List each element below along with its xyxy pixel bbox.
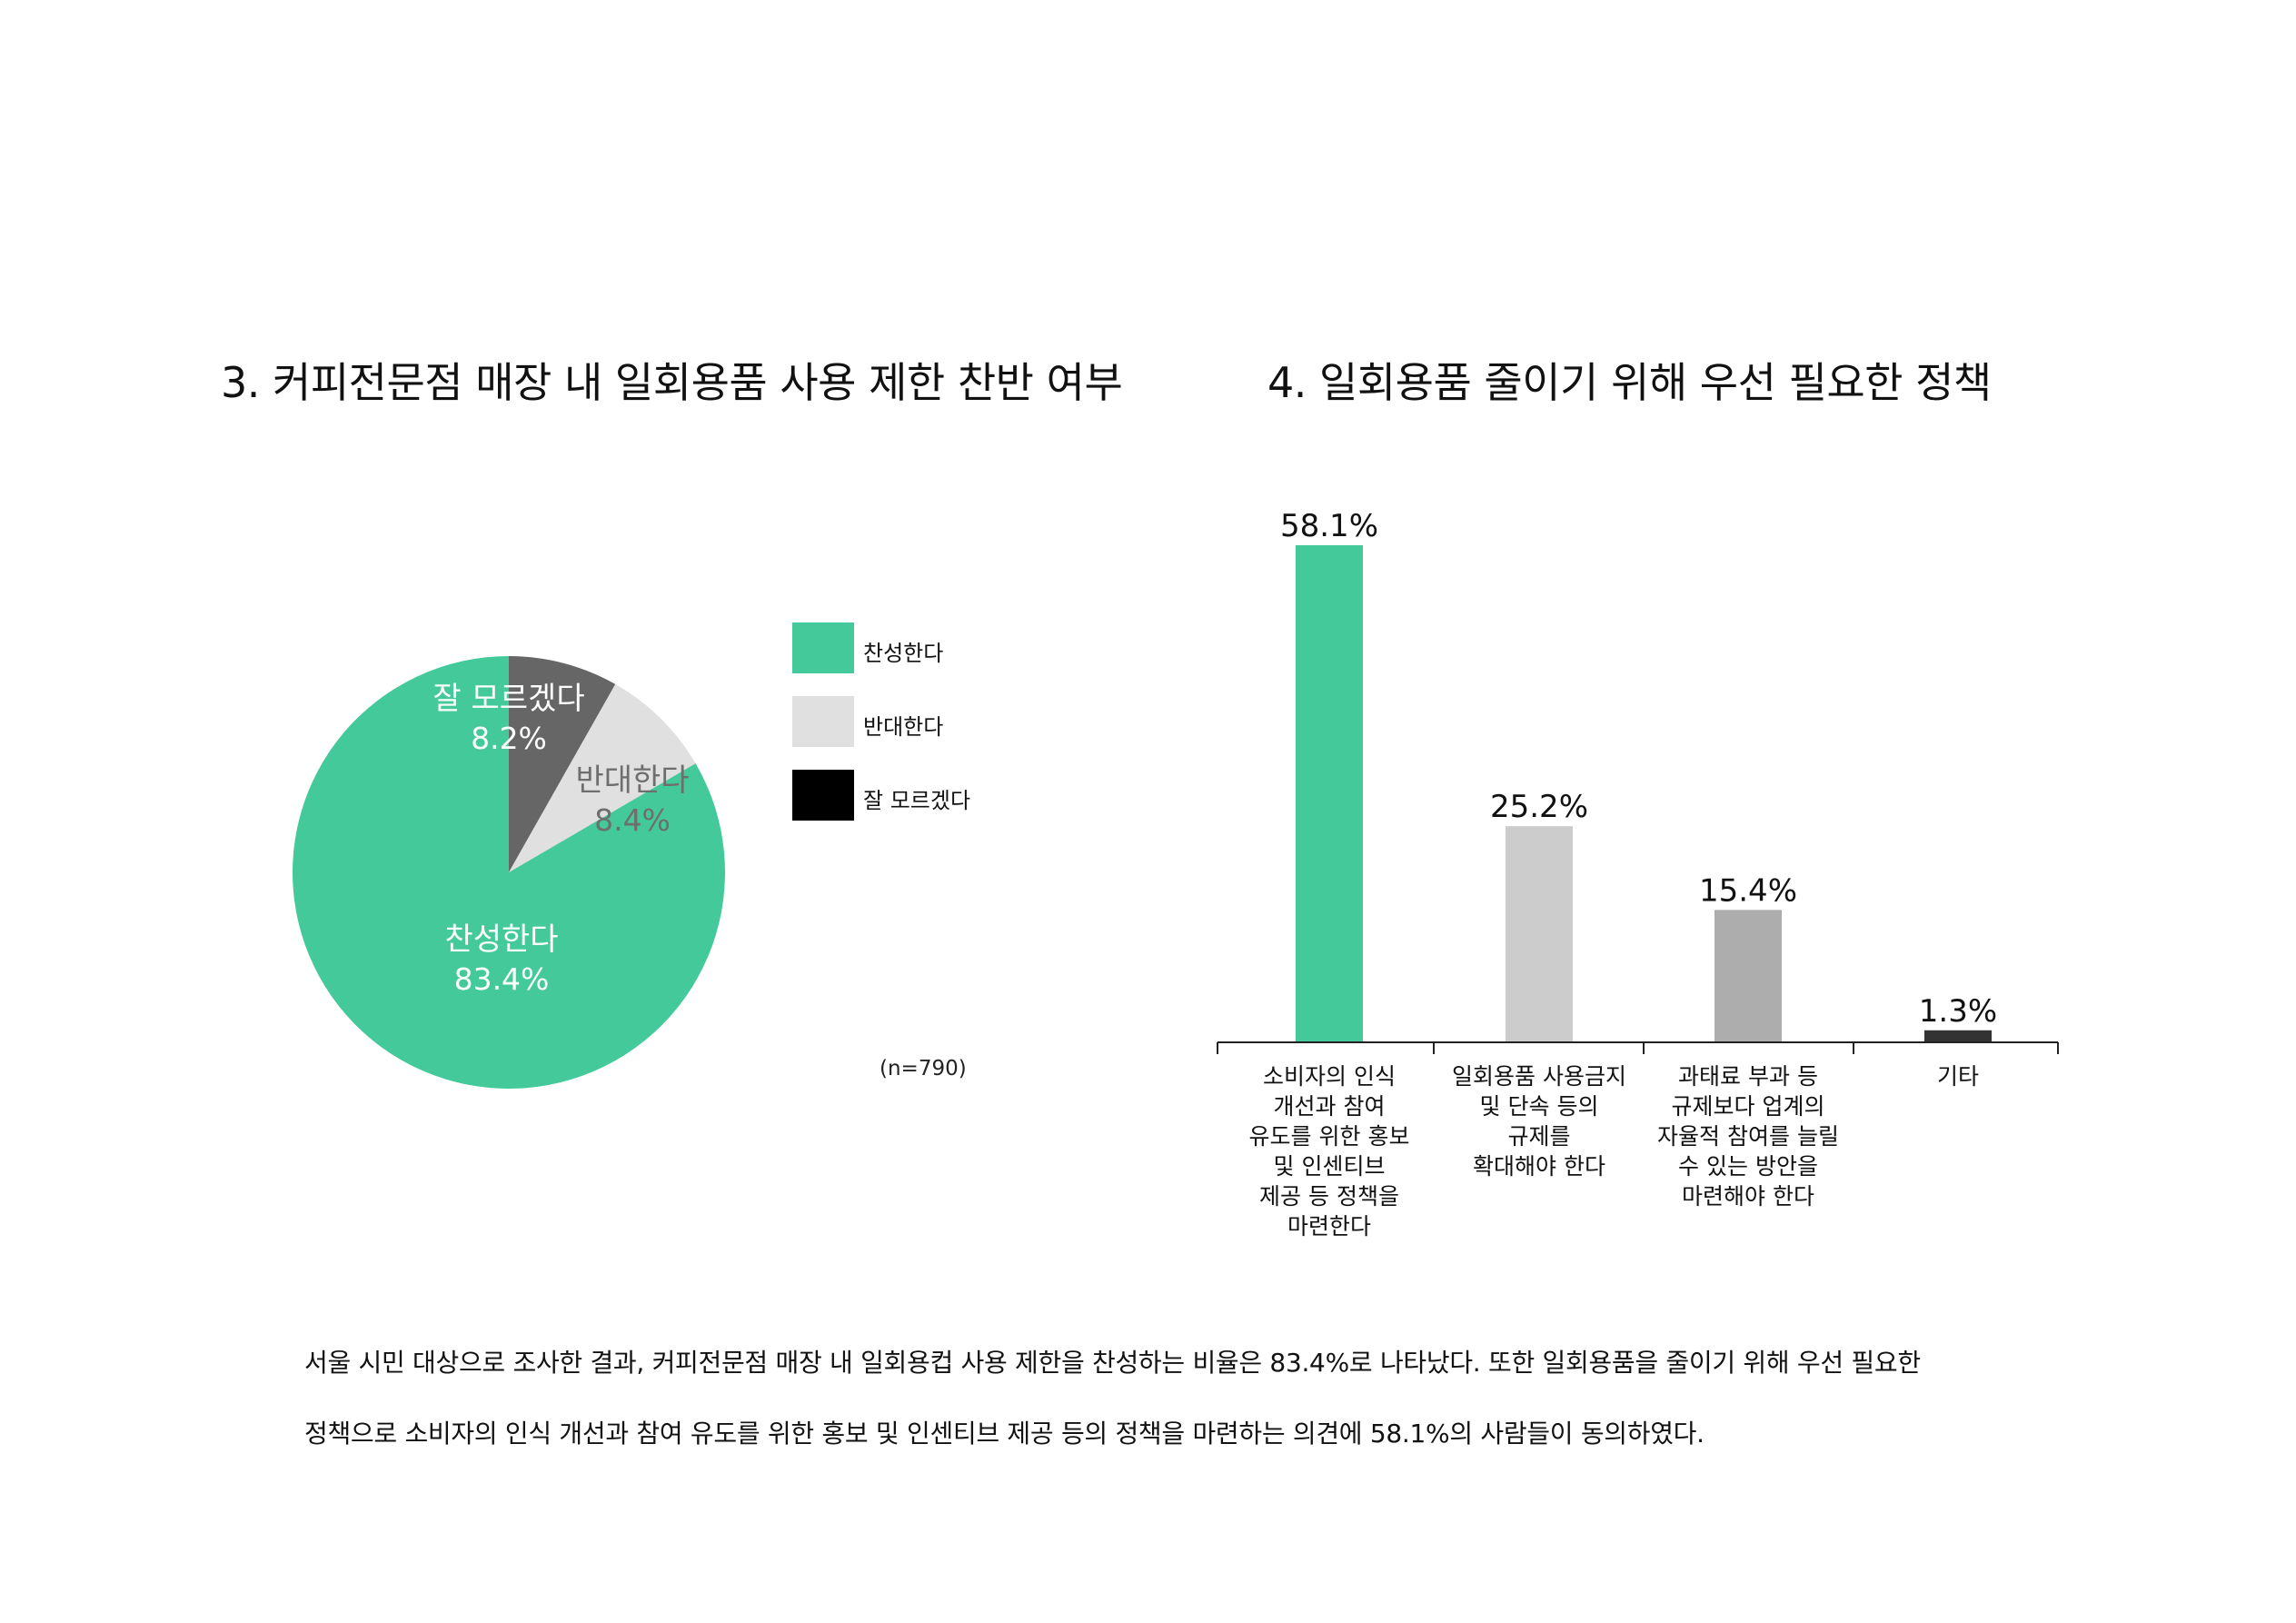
legend-item-disagree: 반대한다 <box>792 696 1029 747</box>
bar-category-label-3: 기타 <box>1936 1063 1979 1090</box>
pie-slice-value-0: 8.2% <box>471 721 547 756</box>
bar-category-label-2: 과태료 부과 등 규제보다 업계의 자율적 참여를 늘릴 수 있는 방안을 마련… <box>1657 1063 1839 1210</box>
pie-chart-title: 3. 커피전문점 매장 내 일회용품 사용 제한 찬반 여부 <box>221 358 1123 407</box>
bar-value-label-1: 25.2% <box>1490 789 1588 825</box>
caption-line-2: 정책으로 소비자의 인식 개선과 참여 유도를 위한 홍보 및 인센티브 제공 … <box>304 1419 1705 1449</box>
legend-label-agree: 찬성한다 <box>863 641 944 666</box>
bar-value-label-2: 15.4% <box>1699 872 1797 909</box>
legend-swatch-unsure <box>792 770 854 821</box>
bar-chart-title: 4. 일회용품 줄이기 위해 우선 필요한 정책 <box>1267 358 1992 407</box>
bar-0 <box>1296 545 1363 1041</box>
bar-category-label-1: 일회용품 사용금지 및 단속 등의 규제를 확대해야 한다 <box>1452 1063 1626 1180</box>
pie-slice-value-1: 8.4% <box>594 802 671 838</box>
bar-2 <box>1715 910 1782 1041</box>
pie-slice-label-1: 반대한다 <box>575 762 689 799</box>
bar-3 <box>1924 1030 1992 1041</box>
bar-category-label-0: 소비자의 인식 개선과 참여 유도를 위한 홍보 및 인센티브 제공 등 정책을… <box>1248 1063 1410 1240</box>
legend-label-unsure: 잘 모르겠다 <box>863 788 971 813</box>
bar-chart: 58.1% 25.2% 15.4% 1.3% <box>1217 508 2059 1054</box>
pie-slice-1 <box>509 683 696 872</box>
pie-slice-label-2: 찬성한다 <box>444 921 558 958</box>
legend-swatch-disagree <box>792 696 854 747</box>
legend-item-unsure: 잘 모르겠다 <box>792 770 1029 821</box>
pie-slice-value-2: 83.4% <box>454 961 550 997</box>
bar-value-label-3: 1.3% <box>1919 993 1997 1030</box>
legend-swatch-agree <box>792 622 854 673</box>
legend-item-agree: 찬성한다 <box>792 622 1029 673</box>
caption-line-1: 서울 시민 대상으로 조사한 결과, 커피전문점 매장 내 일회용컵 사용 제한… <box>304 1348 1921 1378</box>
bar-1 <box>1506 826 1573 1041</box>
pie-slice-2 <box>293 656 725 1089</box>
pie-slice-label-0: 잘 모르겠다 <box>432 681 584 717</box>
sample-size-note: (n=790) <box>880 1057 967 1080</box>
legend-label-disagree: 반대한다 <box>863 714 944 740</box>
pie-slice-0 <box>509 656 616 872</box>
bar-value-label-0: 58.1% <box>1280 508 1378 544</box>
